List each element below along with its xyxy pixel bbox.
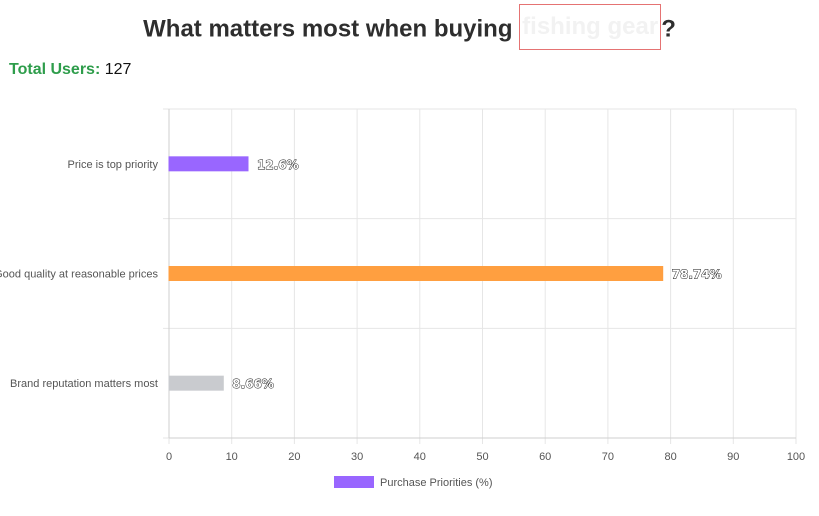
- data-label: 12.6%: [257, 158, 299, 172]
- title-suffix: ?: [661, 15, 676, 43]
- x-tick-label: 60: [539, 451, 551, 463]
- x-tick-label: 10: [226, 451, 238, 463]
- legend-swatch[interactable]: [334, 476, 374, 488]
- x-tick-label: 40: [414, 451, 426, 463]
- x-tick-label: 90: [727, 451, 739, 463]
- x-tick-label: 30: [351, 451, 363, 463]
- data-label: 8.66%: [232, 377, 274, 391]
- title-prefix: What matters most when buying: [143, 15, 520, 43]
- x-tick-label: 100: [787, 451, 805, 463]
- title-highlight: fishing gear: [519, 4, 662, 50]
- y-tick-label: Price is top priority: [68, 159, 159, 171]
- total-users: Total Users: 127: [9, 61, 131, 79]
- x-tick-label: 50: [476, 451, 488, 463]
- x-tick-label: 0: [166, 451, 172, 463]
- x-tick-label: 20: [288, 451, 300, 463]
- x-tick-label: 70: [602, 451, 614, 463]
- bar[interactable]: [168, 156, 249, 172]
- total-users-label: Total Users:: [9, 61, 101, 78]
- data-label: 78.74%: [672, 268, 722, 282]
- y-tick-label: Good quality at reasonable prices: [0, 269, 158, 281]
- y-tick-label: Brand reputation matters most: [10, 378, 158, 390]
- bar[interactable]: [168, 266, 664, 281]
- legend-label[interactable]: Purchase Priorities (%): [380, 477, 492, 489]
- bar[interactable]: [168, 375, 224, 391]
- chart-title: What matters most when buying fishing ge…: [0, 4, 819, 50]
- x-tick-label: 80: [664, 451, 676, 463]
- total-users-value: 127: [104, 61, 132, 78]
